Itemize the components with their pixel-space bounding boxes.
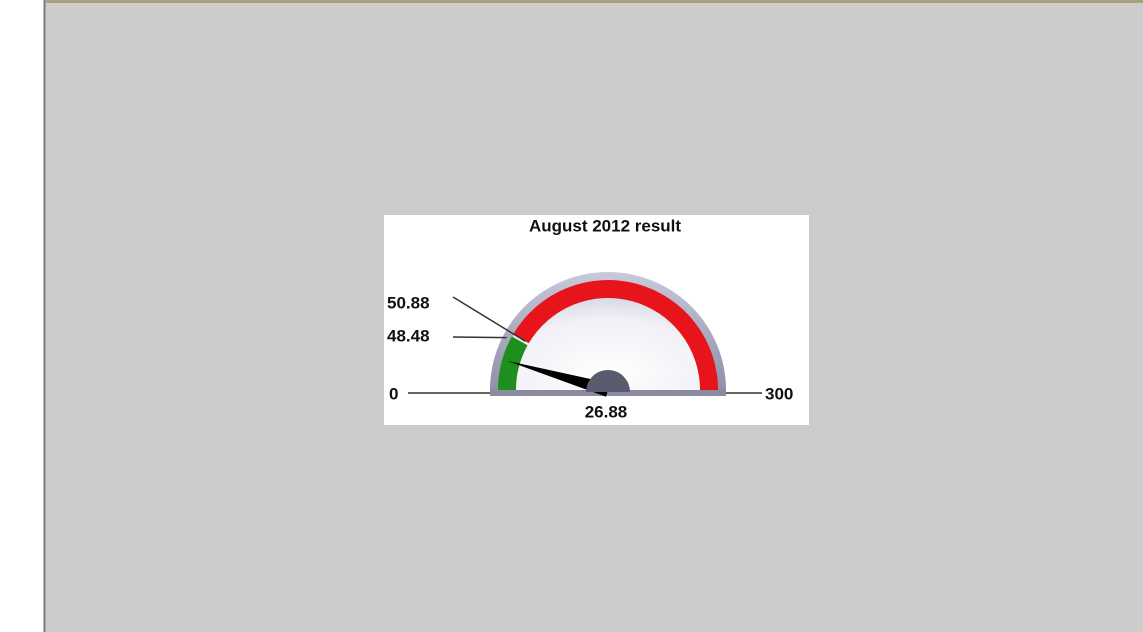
leader-line	[452, 336, 507, 339]
side-column	[0, 0, 45, 632]
max-label: 300	[765, 384, 793, 403]
gauge-hub	[586, 370, 630, 392]
leader-line	[452, 296, 526, 342]
gauge: 0 300 50.88 48.48 26.88	[387, 272, 793, 421]
value-label: 26.88	[585, 402, 628, 421]
band-label: 48.48	[387, 326, 430, 345]
gauge-base	[490, 390, 726, 396]
gauge-band	[498, 336, 528, 390]
chart-title: August 2012 result	[529, 216, 681, 235]
gauge-band	[513, 280, 718, 390]
gauge-needle	[507, 360, 610, 397]
band-label: 50.88	[387, 293, 430, 312]
min-label: 0	[389, 384, 398, 403]
